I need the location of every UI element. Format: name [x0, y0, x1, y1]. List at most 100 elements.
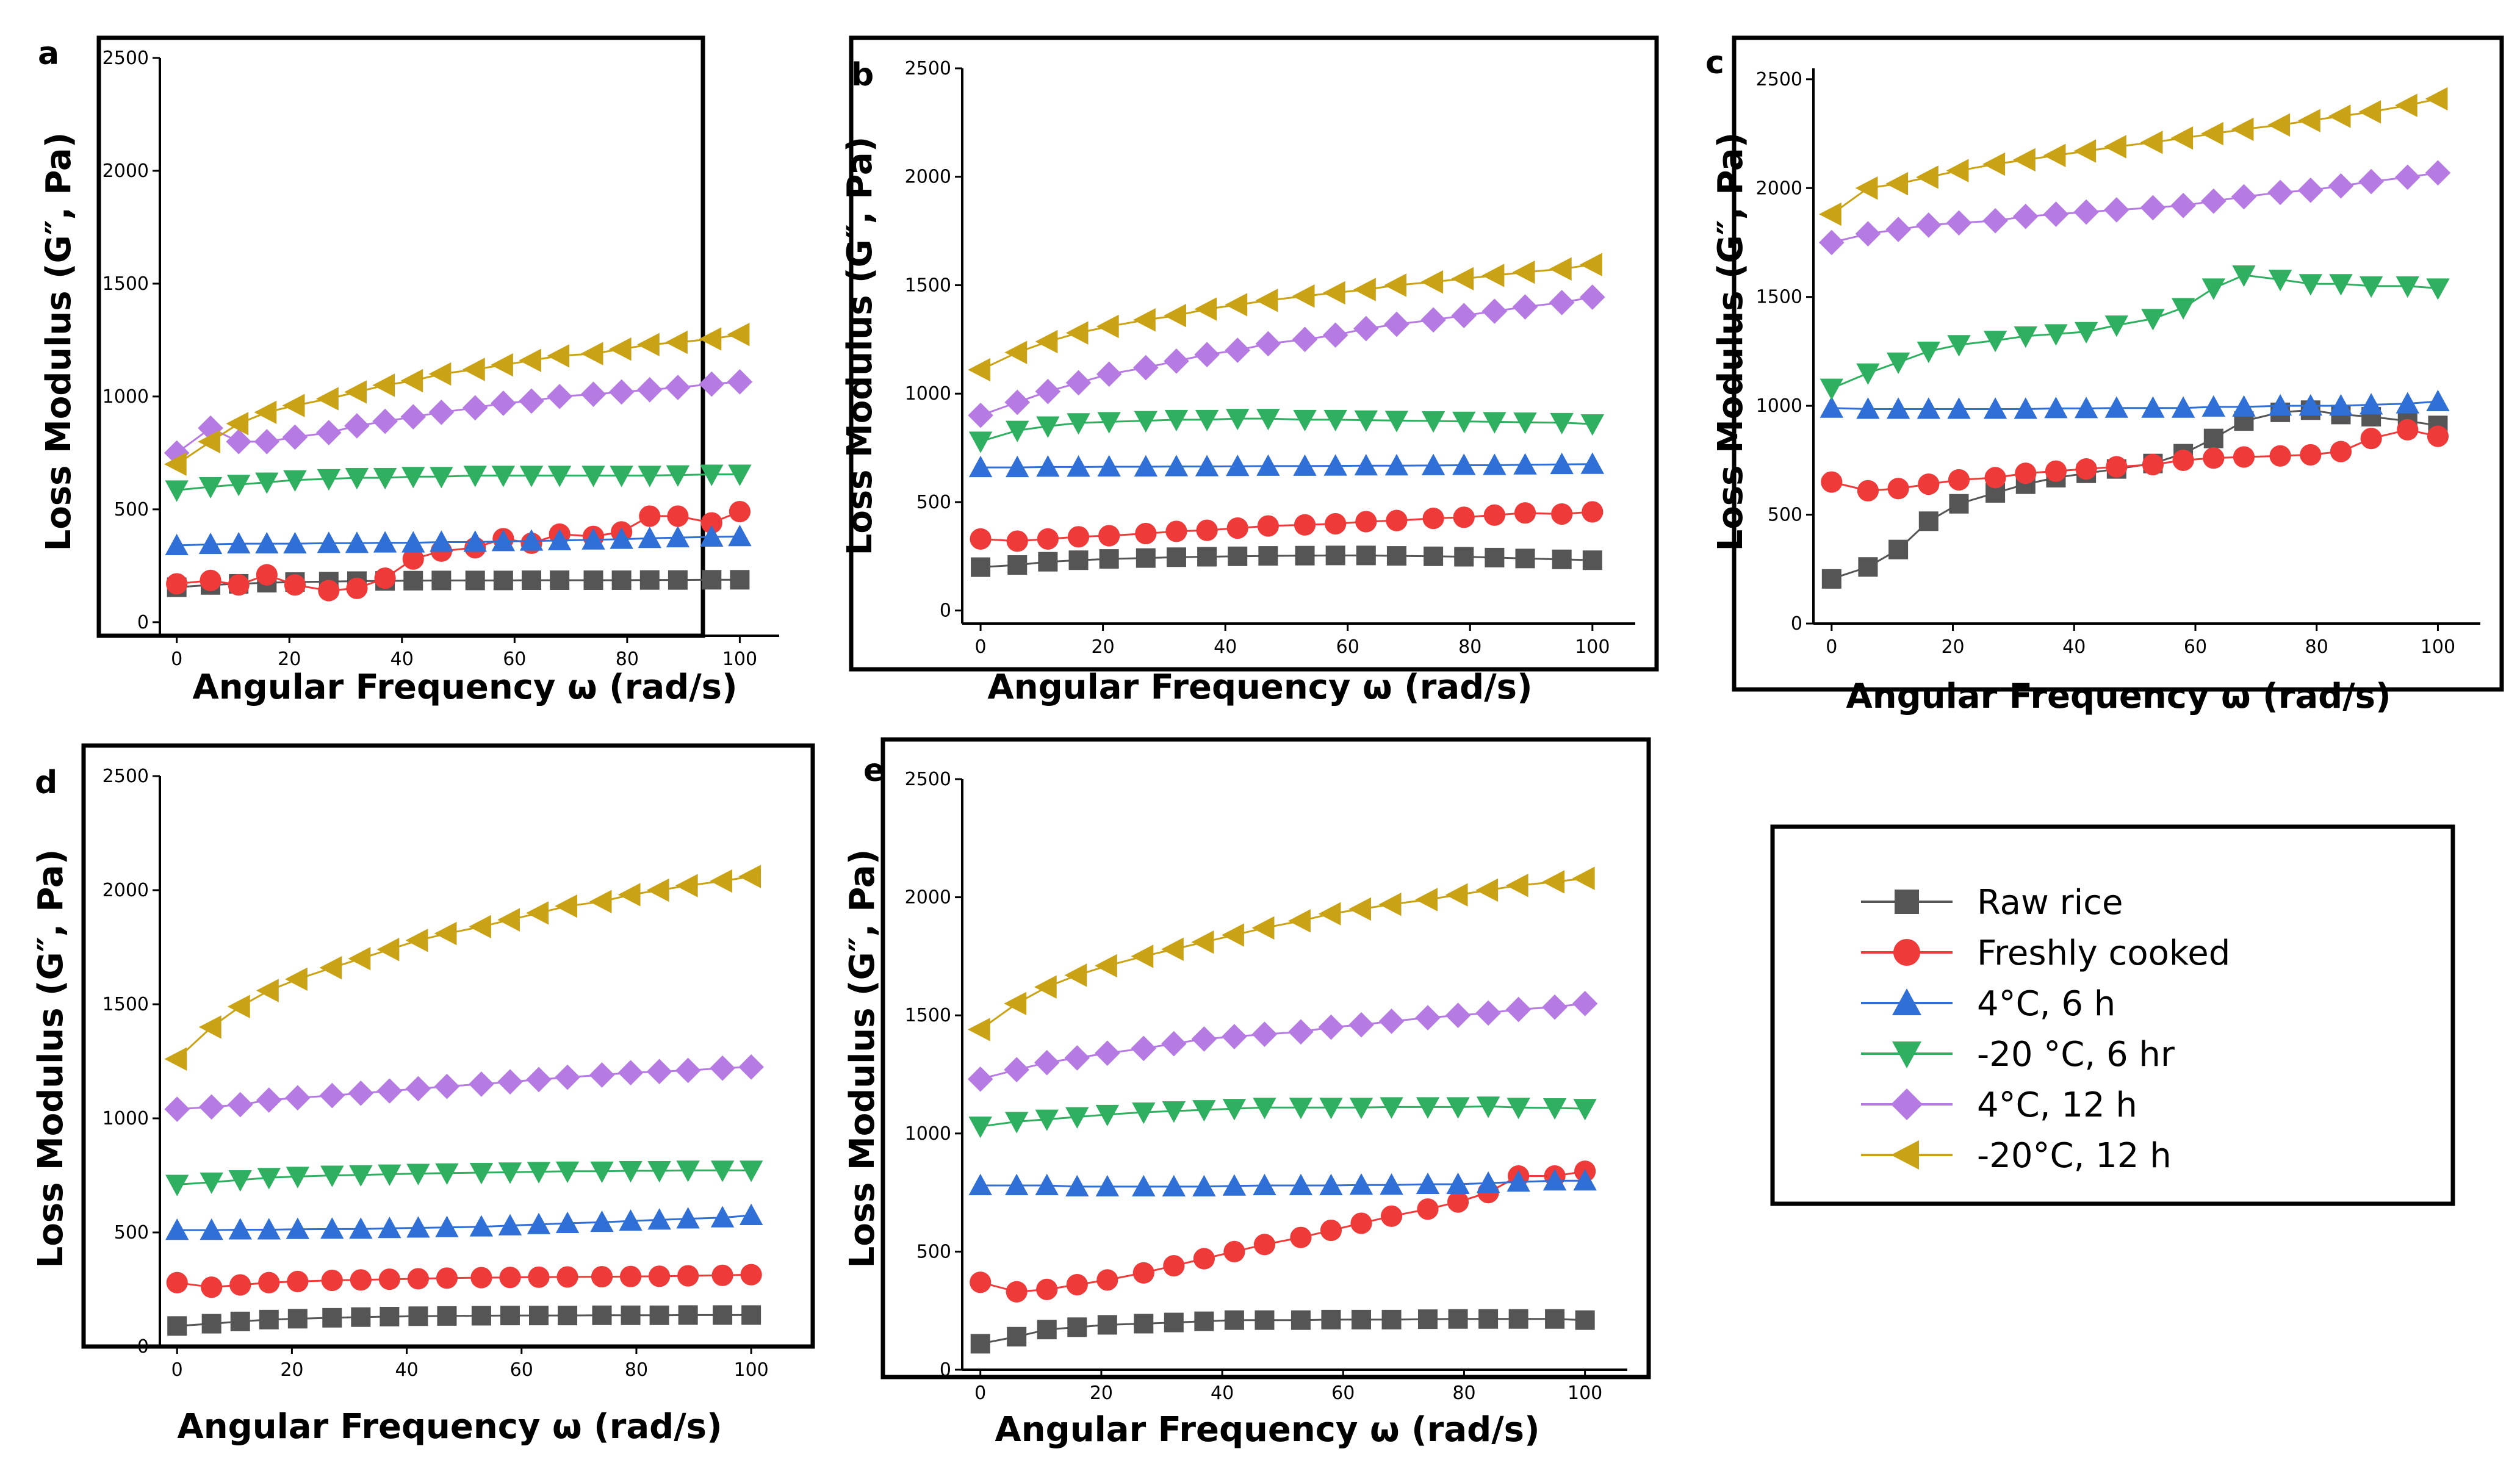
data-point [401, 531, 425, 553]
y-tick-label: 2500 [103, 48, 149, 69]
data-point [2074, 397, 2098, 419]
data-point [2201, 395, 2225, 417]
data-point [1857, 480, 1879, 502]
data-point [1918, 473, 1940, 495]
data-point [519, 388, 544, 414]
data-point [1225, 337, 1251, 363]
data-point [1036, 455, 1060, 477]
data-point [1007, 555, 1028, 575]
data-point [2330, 441, 2352, 462]
series--20 °C, 6 hr [968, 1096, 1597, 1138]
legend-item: 4°C, 6 h [1861, 984, 2115, 1024]
data-point [1132, 1262, 1154, 1284]
data-point [1384, 454, 1409, 476]
data-point [373, 531, 397, 553]
data-point [1036, 416, 1060, 438]
data-point [968, 455, 993, 478]
data-point [430, 467, 453, 489]
data-point [1416, 1172, 1440, 1195]
data-point [408, 1306, 428, 1326]
data-point [2394, 164, 2421, 190]
data-point [469, 915, 491, 939]
data-point [378, 1164, 401, 1186]
x-axis-label: Angular Frequency ω (rad/s) [987, 667, 1532, 707]
data-point [2073, 139, 2097, 163]
data-point [403, 570, 423, 591]
data-point [1161, 1030, 1187, 1057]
data-point [2359, 393, 2383, 415]
data-point [648, 1265, 671, 1287]
data-point [1543, 1098, 1567, 1120]
data-point [639, 505, 661, 527]
x-tick-label: 0 [1826, 636, 1837, 658]
data-point [406, 1163, 430, 1185]
data-point [254, 429, 280, 455]
data-point [1821, 569, 1841, 589]
data-point [968, 1117, 992, 1138]
data-point [1321, 1309, 1341, 1329]
data-point [1507, 1098, 1530, 1120]
data-point [1453, 506, 1475, 528]
data-point [469, 1071, 494, 1097]
legend-marker [1892, 988, 1921, 1015]
x-tick-label: 100 [734, 1359, 769, 1381]
data-point [349, 1217, 373, 1239]
data-point [1948, 469, 1970, 491]
data-point [430, 530, 453, 552]
data-point [2170, 126, 2194, 150]
data-point [1035, 1109, 1059, 1131]
series-Raw rice [971, 545, 1602, 577]
panel-letter: d [35, 764, 57, 801]
data-point [1289, 1173, 1313, 1195]
data-point [2043, 143, 2066, 167]
series--20 °C, 6 hr [165, 1160, 763, 1196]
data-point [1095, 954, 1117, 978]
data-point [1164, 348, 1189, 374]
data-point [547, 528, 572, 550]
data-point [2329, 274, 2353, 296]
data-point [198, 532, 223, 555]
data-point [590, 1210, 614, 1232]
series-4°C, 6 h [165, 525, 752, 556]
y-tick-label: 500 [916, 1241, 951, 1262]
data-point [730, 570, 750, 590]
data-point [2015, 462, 2037, 484]
data-point [1134, 455, 1158, 477]
data-point [346, 577, 368, 599]
data-point [2140, 195, 2166, 221]
data-point [2360, 428, 2382, 450]
data-point [1550, 452, 1574, 475]
data-point [1575, 1310, 1595, 1330]
panel-letter: b [851, 57, 874, 93]
data-point [500, 1306, 520, 1326]
data-point [1855, 176, 1878, 200]
data-point [2267, 179, 2293, 206]
data-point [1354, 410, 1378, 432]
data-point [228, 1170, 252, 1192]
data-point [970, 528, 992, 550]
x-tick-label: 20 [1941, 636, 1964, 658]
data-point [2231, 184, 2257, 210]
data-point [967, 1066, 993, 1092]
data-point [2425, 160, 2451, 186]
data-point [1984, 467, 2006, 489]
data-point [1099, 549, 1119, 569]
data-point [1131, 944, 1154, 968]
data-point [2043, 201, 2069, 227]
x-tick-label: 20 [280, 1359, 303, 1381]
data-point [1507, 1170, 1530, 1192]
data-point [2358, 100, 2381, 124]
data-point [198, 1094, 225, 1120]
data-point [200, 1172, 223, 1194]
data-point [2104, 197, 2129, 223]
y-axis-label: Loss Modulus (G″, Pa) [1711, 132, 1751, 552]
data-point [320, 1217, 344, 1239]
data-point [1352, 1309, 1371, 1329]
data-point [666, 465, 690, 487]
data-point [1194, 342, 1220, 368]
x-tick-label: 60 [1331, 1383, 1355, 1404]
data-point [321, 1269, 343, 1292]
data-point [1512, 294, 1538, 320]
data-point [1514, 502, 1536, 524]
data-point [282, 394, 305, 417]
